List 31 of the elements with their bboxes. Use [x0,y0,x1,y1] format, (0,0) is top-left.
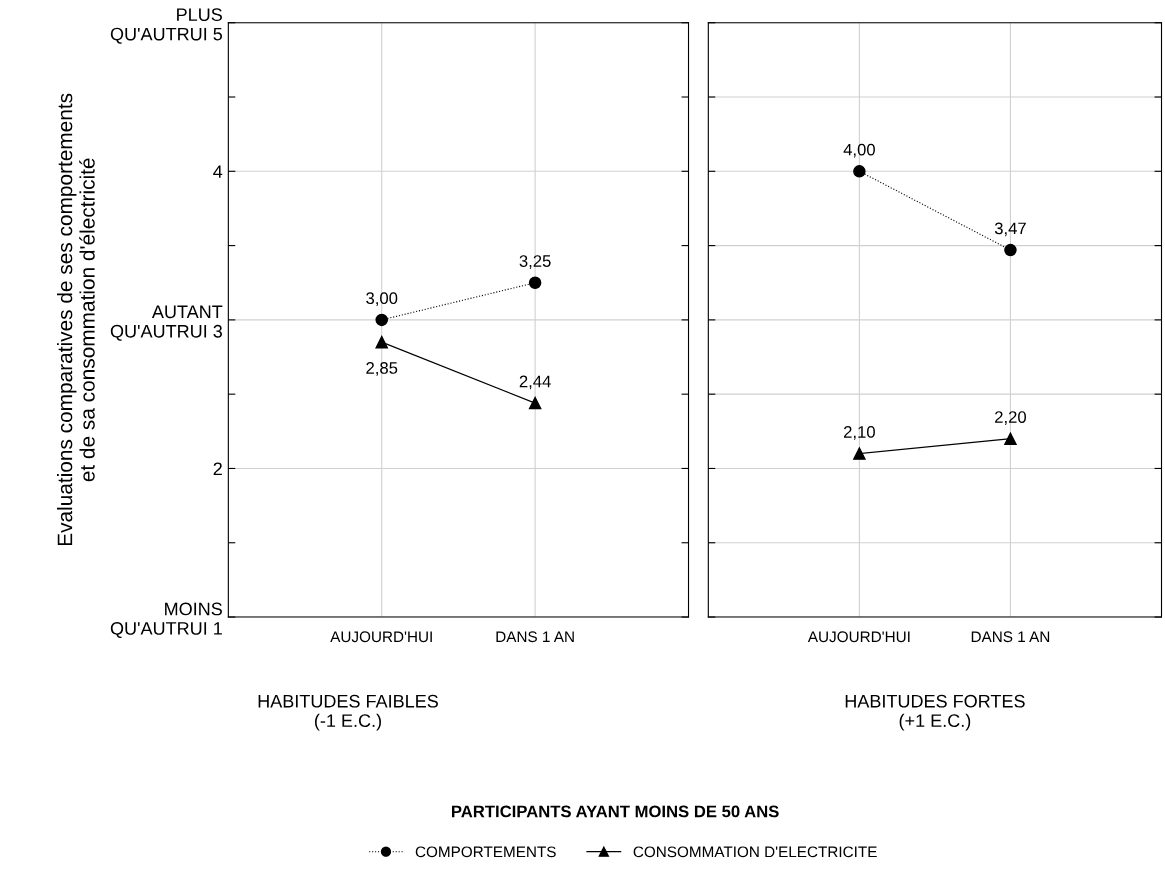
point [1004,432,1017,445]
legend-label: COMPORTEMENTS [415,846,556,858]
point [375,335,388,349]
y-tick-label: MOINS QU'AUTRUI 1 [110,602,222,639]
point [853,165,866,178]
data-label: 4,00 [843,143,875,158]
point [528,396,542,410]
data-label: 2,20 [995,411,1027,425]
data-label: 2,44 [519,375,551,390]
data-label: 3,00 [366,292,398,307]
y-axis-title: Evaluations comparatives de ses comportements et de sa consommation d'électricité [57,93,95,546]
y-tick-label: PLUS QU'AUTRUI 5 [110,8,223,44]
y-tick-label: 4 [213,165,223,178]
legend-label: CONSOMMATION D'ELECTRICITE [633,846,877,858]
text: PARTICIPANTS AYANT MOINS DE 50 ANS [452,805,779,818]
y-tick-label: AUTANT QU'AUTRUI 3 [110,305,223,341]
data-label: 3,47 [994,222,1026,237]
x-axis-title: HABITUDES FAIBLES (-1 E.C.) [258,694,438,731]
x-tick-label: DANS 1 AN [496,631,574,643]
y-tick-label: 2 [213,462,222,476]
point [528,276,542,289]
x-axis-title: HABITUDES FORTES (+1 E.C.) [845,694,1025,731]
data-label: 2,85 [366,362,398,376]
x-tick-label: AUJOURD'HUI [807,631,910,643]
data-label: 2,10 [844,426,875,440]
data-label: 3,25 [519,255,551,269]
x-tick-label: AUJOURD'HUI [330,631,432,643]
x-tick-label: DANS 1 AN [971,631,1050,643]
point [853,447,866,460]
point [1004,243,1017,257]
point [375,313,388,327]
